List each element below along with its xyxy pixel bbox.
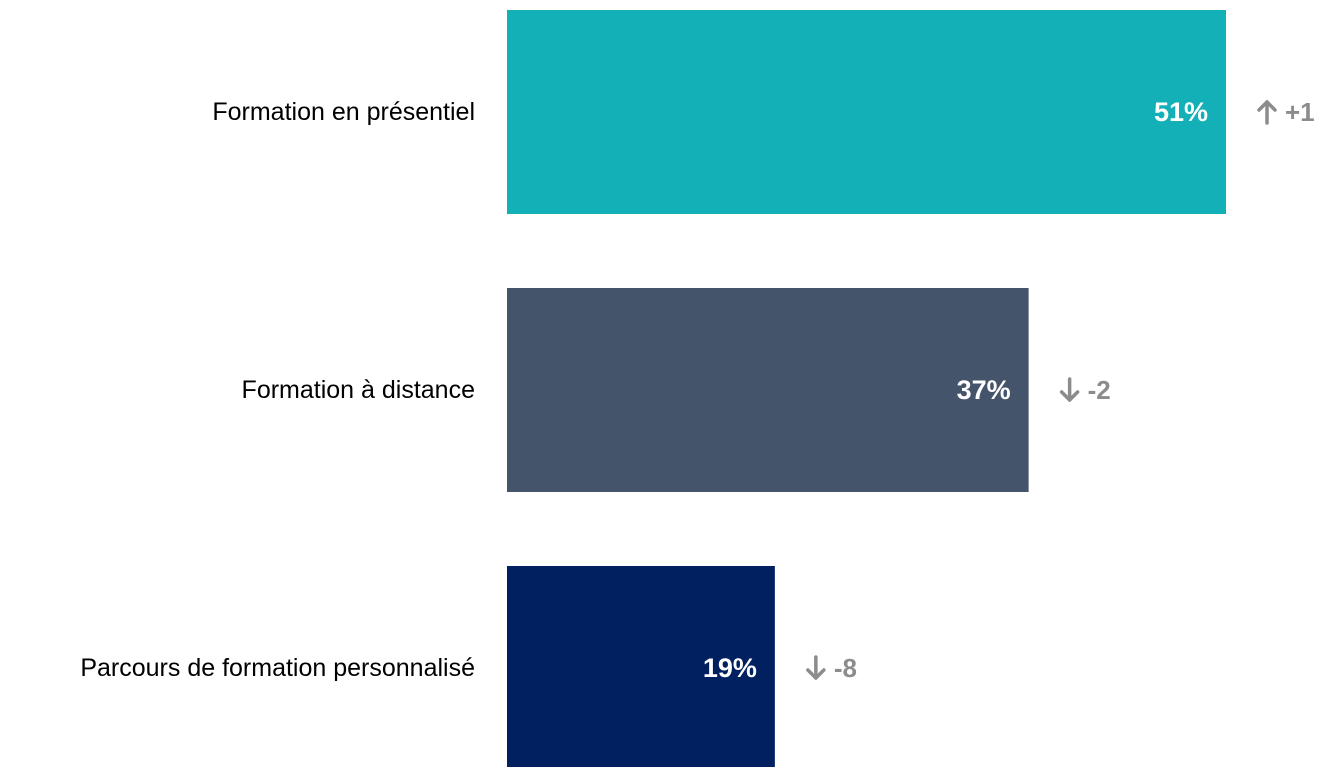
category-label: Parcours de formation personnalisé xyxy=(80,654,475,682)
bars-layer: Formation en présentiel 51% +1 Formation à … xyxy=(80,10,1315,767)
arrow-down-icon xyxy=(1059,377,1080,402)
bar xyxy=(507,566,775,767)
bar xyxy=(507,10,1226,214)
bar-group: Formation à distance 37% -2 xyxy=(242,288,1111,492)
change-label: +1 xyxy=(1285,97,1315,127)
arrow-down-icon xyxy=(806,655,826,680)
category-label: Formation à distance xyxy=(242,376,475,404)
change-label: -8 xyxy=(834,653,857,683)
arrow-up-icon xyxy=(1257,100,1277,125)
bar-group: Parcours de formation personnalisé 19% -8 xyxy=(80,566,857,767)
change-label: -2 xyxy=(1088,375,1111,405)
category-label: Formation en présentiel xyxy=(212,98,475,126)
bar xyxy=(507,288,1029,492)
bar-group: Formation en présentiel 51% +1 xyxy=(212,10,1315,214)
value-label: 19% xyxy=(703,653,757,683)
value-label: 51% xyxy=(1154,97,1208,127)
value-label: 37% xyxy=(957,375,1011,405)
